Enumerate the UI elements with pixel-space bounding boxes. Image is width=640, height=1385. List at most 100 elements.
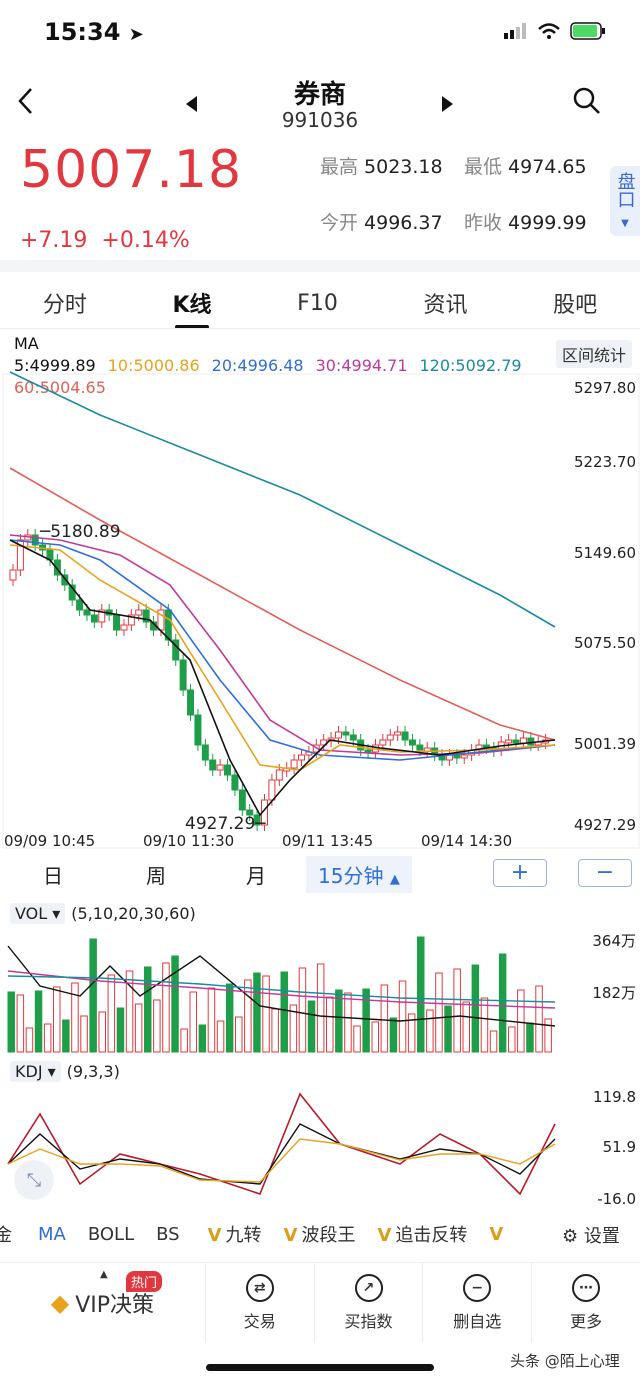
kline-chart[interactable]: 5297.80 5223.70 5149.60 5075.50 5001.39 4927.… (0, 360, 640, 850)
kdj-selector[interactable]: KDJ ▾ (10, 1061, 61, 1082)
candle (172, 639, 180, 661)
signal-icon (504, 23, 526, 39)
candle (9, 569, 17, 581)
indicator-zhuiji[interactable]: V 追击反转 (377, 1225, 468, 1246)
next-stock-icon[interactable] (442, 96, 453, 112)
vip-button[interactable]: ◆ VIP决策 热门 ▲ (0, 1263, 205, 1342)
ma30-value: 30:4994.71 (315, 356, 408, 375)
period-15min[interactable]: 15分钟 ▲ (306, 855, 412, 893)
zoom-in-button[interactable]: + (493, 859, 547, 887)
prev-stock-icon[interactable] (186, 96, 197, 112)
diamond-icon: ◆ (50, 1288, 70, 1317)
candle (416, 744, 424, 751)
candle (268, 779, 276, 801)
ma10-value: 10:5000.86 (107, 356, 200, 375)
kdj-chart[interactable] (0, 1084, 640, 1214)
back-icon[interactable] (14, 86, 38, 116)
tab-forum[interactable]: 股吧 (553, 293, 598, 318)
minus-circle-icon: − (463, 1273, 492, 1302)
volume-bar (407, 1013, 416, 1053)
period-day[interactable]: 日 (43, 863, 63, 888)
candle (224, 764, 232, 776)
candle (231, 774, 239, 791)
volume-bar (535, 985, 543, 1053)
candle (349, 734, 357, 741)
volume-chart[interactable] (0, 926, 640, 1054)
price-change: +7.19 +0.14% (20, 228, 190, 253)
candle (113, 614, 121, 631)
prev-close-stat: 昨收 4999.99 (464, 212, 587, 234)
nav-trade[interactable]: ⇄ 交易 (204, 1263, 314, 1342)
candle (386, 734, 394, 741)
kdj-k-line (7, 1123, 556, 1185)
volume-bar (462, 1001, 470, 1053)
candle (31, 534, 39, 546)
hot-badge: 热门 (126, 1271, 163, 1292)
more-icon: ⋯ (572, 1273, 601, 1302)
candle (505, 739, 513, 744)
candle (512, 739, 520, 744)
range-stats-button[interactable]: 区间统计 (556, 340, 633, 368)
indicator-edge[interactable]: 金 (0, 1225, 12, 1246)
volume-bar (43, 1023, 52, 1053)
candle (527, 737, 535, 746)
indicator-ma[interactable]: MA (38, 1223, 66, 1245)
y-tick-label: 4927.29 (574, 816, 636, 834)
trend-icon: ↗ (354, 1273, 383, 1302)
open-stat: 今开 4996.37 (320, 212, 443, 234)
volume-bar (180, 1028, 188, 1053)
vol-ma30-line (7, 970, 556, 1009)
divider (0, 260, 640, 272)
candle (394, 731, 402, 736)
volume-bar (453, 968, 461, 1053)
volume-bar (244, 979, 252, 1053)
indicator-boll[interactable]: BOLL (87, 1223, 135, 1245)
settings-button[interactable]: ⚙ 设置 (558, 1222, 620, 1248)
indicator-bs[interactable]: BS (156, 1223, 180, 1245)
fullscreen-icon[interactable]: ⤡ (14, 1160, 54, 1200)
y-tick-label: 5297.80 (574, 379, 636, 397)
vol-ma5-line (7, 945, 556, 1027)
tab-f10[interactable]: F10 (297, 290, 338, 316)
nav-remove-watch[interactable]: − 删自选 (422, 1263, 531, 1342)
volume-bar (262, 975, 270, 1053)
volume-bar (271, 1008, 279, 1053)
indicator-more-v: V (489, 1223, 504, 1245)
status-time: 15:34 ➤ (44, 18, 144, 46)
nav-more[interactable]: ⋯ 更多 (531, 1263, 640, 1342)
kdj-tick-low: -16.0 (597, 1190, 636, 1208)
volume-bar (216, 1020, 225, 1053)
volume-bar (335, 989, 343, 1053)
indicator-jiuzhuan[interactable]: V 九转 (207, 1225, 262, 1246)
bottom-nav: ◆ VIP决策 热门 ▲ ⇄ 交易 ↗ 买指数 − 删自选 ⋯ 更多 (0, 1262, 640, 1342)
x-tick-label: 09/11 13:45 (282, 832, 373, 850)
stock-code: 991036 (281, 108, 359, 132)
nav-buy-index[interactable]: ↗ 买指数 (313, 1263, 423, 1342)
pankou-button[interactable]: 盘口 ▼ (610, 166, 640, 236)
volume-bar (125, 970, 134, 1053)
volume-bar (289, 1004, 298, 1053)
y-tick-label: 5223.70 (574, 453, 636, 471)
volume-bar (435, 972, 443, 1053)
volume-bar (71, 982, 79, 1053)
candle (142, 609, 150, 623)
low-stat: 最低 4974.65 (464, 156, 587, 178)
volume-bar (389, 1017, 398, 1053)
volume-bar (235, 1016, 243, 1053)
low-mark-label: 4927.29─ (185, 814, 266, 834)
vol-selector[interactable]: VOL ▾ (10, 903, 66, 924)
tab-fenshi[interactable]: 分时 (42, 293, 87, 318)
candle (120, 624, 128, 631)
volume-bar (189, 991, 197, 1053)
tab-news[interactable]: 资讯 (423, 293, 468, 318)
indicator-boduanwang[interactable]: V 波段王 (283, 1225, 356, 1246)
home-indicator (206, 1364, 434, 1371)
period-month[interactable]: 月 (246, 863, 266, 888)
watermark: 头条 @陌上心理 (510, 1352, 620, 1370)
volume-bar (98, 1011, 106, 1053)
tab-kline[interactable]: K线 (172, 287, 211, 319)
search-icon[interactable] (572, 86, 602, 116)
volume-bar (207, 987, 216, 1053)
zoom-out-button[interactable]: − (578, 859, 632, 887)
period-week[interactable]: 周 (146, 863, 166, 888)
